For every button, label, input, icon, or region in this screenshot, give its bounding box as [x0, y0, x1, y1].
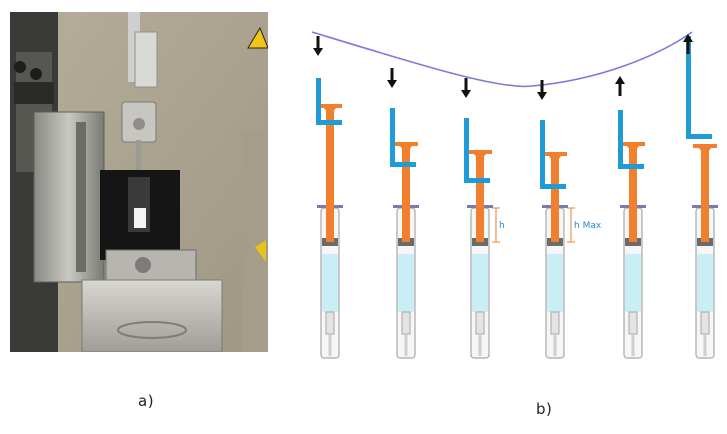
side-block: [33, 111, 105, 283]
down-arrow-icon: [537, 92, 547, 100]
probe-vertical: [316, 78, 321, 125]
syringe-step: [615, 76, 646, 359]
syringe-step: [683, 34, 718, 359]
probe-trajectory-curve: [311, 31, 693, 88]
instrument-photo: [10, 12, 268, 352]
syringe-needle-hub: [628, 311, 638, 335]
syringe-tip: [134, 208, 146, 228]
base-emblem: [117, 321, 187, 339]
base-block: [81, 279, 223, 352]
syringe-needle: [631, 334, 635, 356]
plunger-cap: [627, 146, 639, 154]
syringe-needle: [328, 334, 332, 356]
side-block-rail: [76, 122, 86, 272]
syringe-needle: [404, 334, 408, 356]
plunger-head: [693, 144, 717, 148]
plunger-cap: [549, 156, 561, 164]
probe-foot: [316, 120, 342, 125]
probe-foot: [464, 178, 490, 183]
plunger-head: [543, 152, 567, 156]
plunger-head: [468, 150, 492, 154]
probe-shaft: [136, 140, 141, 190]
yellow-tag: [255, 240, 266, 262]
clamp-screw: [133, 118, 145, 130]
up-arrow-shaft: [686, 42, 690, 54]
probe-vertical: [618, 110, 623, 169]
down-arrow-shaft: [316, 36, 320, 48]
plunger-rod: [629, 146, 637, 242]
height-label: h Max: [574, 221, 602, 231]
probe-vertical: [390, 108, 395, 167]
syringe-liquid: [398, 254, 414, 312]
probe-vertical: [686, 36, 691, 139]
syringe-needle: [703, 334, 707, 356]
warning-sign: [247, 26, 268, 49]
cable-connectors: [14, 61, 54, 104]
probe-foot: [686, 134, 712, 139]
caption-b: b): [536, 400, 553, 418]
plunger-head: [621, 142, 645, 146]
syringe-steps: h h Max: [313, 34, 718, 359]
probe-foot: [540, 184, 566, 189]
plunger-rod: [476, 154, 484, 242]
lower-knob: [135, 257, 151, 273]
syringe-liquid: [322, 254, 338, 312]
syringe-liquid: [625, 254, 641, 312]
plunger-cap: [474, 154, 486, 162]
syringe-step: [313, 36, 343, 359]
down-arrow-shaft: [540, 80, 544, 92]
plunger-rod: [326, 108, 334, 242]
plunger-rod: [402, 146, 410, 242]
syringe-liquid: [697, 254, 713, 312]
syringe-needle: [478, 334, 482, 356]
down-arrow-shaft: [390, 68, 394, 80]
plunger-cap: [699, 148, 711, 156]
syringe-needle-hub: [550, 311, 560, 335]
down-arrow-icon: [461, 90, 471, 98]
up-arrow-shaft: [618, 84, 622, 96]
down-arrow-icon: [313, 48, 323, 56]
upper-bracket: [134, 31, 158, 88]
up-arrow-icon: [615, 76, 625, 84]
syringe-sequence-diagram: h h Max: [311, 31, 718, 359]
probe-foot: [390, 162, 416, 167]
syringe-liquid: [472, 254, 488, 312]
syringe-step: h: [461, 78, 505, 359]
syringe-step: [387, 68, 419, 359]
syringe-step: h Max: [537, 80, 602, 359]
plunger-rod: [701, 148, 709, 242]
plunger-rod: [551, 156, 559, 242]
caption-a: a): [138, 392, 155, 410]
down-arrow-icon: [387, 80, 397, 88]
up-arrow-icon: [683, 34, 693, 42]
probe-vertical: [464, 118, 469, 183]
syringe-needle-hub: [700, 311, 710, 335]
down-arrow-shaft: [464, 78, 468, 90]
probe-foot: [618, 164, 644, 169]
plunger-cap: [400, 146, 412, 154]
plunger-head: [318, 104, 342, 108]
plunger-cap: [324, 108, 336, 116]
height-label: h: [499, 221, 505, 231]
syringe-needle-hub: [401, 311, 411, 335]
syringe-needle: [553, 334, 557, 356]
syringe-needle-hub: [475, 311, 485, 335]
plunger-head: [394, 142, 418, 146]
syringe-liquid: [547, 254, 563, 312]
probe-vertical: [540, 120, 545, 189]
syringe-needle-hub: [325, 311, 335, 335]
